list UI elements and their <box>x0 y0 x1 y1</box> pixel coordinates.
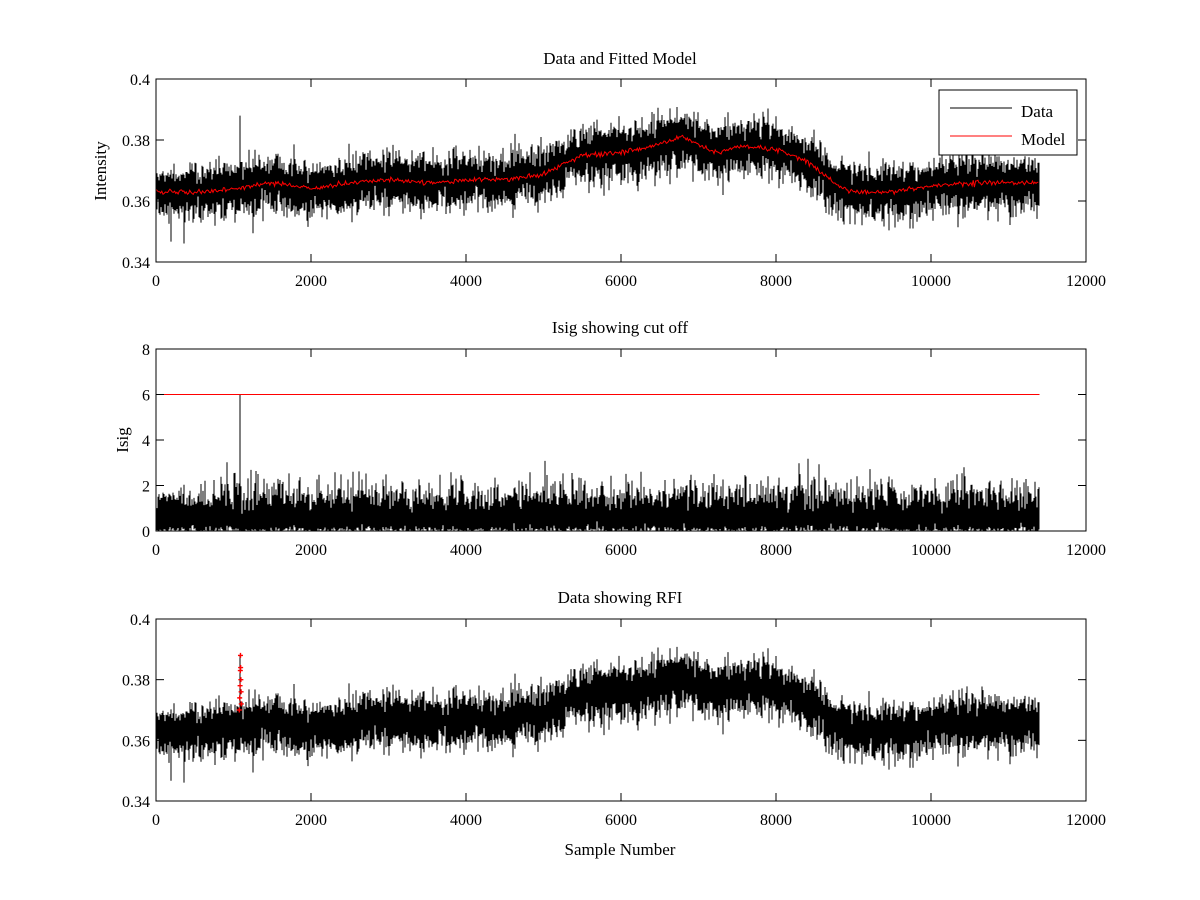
panel-isig: Isig showing cut off 0 2000 4000 6000 8000 10… <box>113 318 1106 559</box>
legend-data-label: Data <box>1021 102 1054 121</box>
xtick-label: 12000 <box>1066 273 1106 290</box>
panel2-plot <box>155 394 1040 532</box>
ytick-label: 0.34 <box>122 255 150 272</box>
xtick-label: 6000 <box>605 273 637 290</box>
rfi-marker <box>237 683 243 689</box>
xtick-label: 6000 <box>605 812 637 829</box>
xtick-label: 8000 <box>760 542 792 559</box>
xtick-label: 8000 <box>760 812 792 829</box>
panel2-ylabel: Isig <box>113 427 132 453</box>
ytick-label: 0.34 <box>122 794 150 811</box>
ytick-label: 0 <box>142 524 150 541</box>
ytick-label: 0.38 <box>122 673 150 690</box>
xtick-label: 4000 <box>450 273 482 290</box>
panel1-legend: Data Model <box>938 89 1078 156</box>
legend-box <box>938 89 1078 156</box>
panel3-xticks: 0 2000 4000 6000 8000 10000 12000 <box>152 619 1106 829</box>
xtick-label: 12000 <box>1066 542 1106 559</box>
panel1-title: Data and Fitted Model <box>543 49 697 68</box>
rfi-marker <box>238 689 244 695</box>
xtick-label: 10000 <box>911 273 951 290</box>
panel1-ylabel: Intensity <box>91 141 110 201</box>
ytick-label: 0.36 <box>122 733 150 750</box>
panel3-xlabel: Sample Number <box>565 840 676 859</box>
panel3-plot <box>155 646 1040 783</box>
panel2-xticks: 0 2000 4000 6000 8000 10000 12000 <box>152 349 1106 559</box>
xtick-label: 12000 <box>1066 812 1106 829</box>
panel3-yticks: 0.34 0.36 0.38 0.4 <box>122 612 1086 811</box>
xtick-label: 0 <box>152 812 160 829</box>
rfi-marker <box>238 677 244 683</box>
ytick-label: 0.4 <box>130 612 150 629</box>
rfi-marker <box>237 695 243 701</box>
panel-data-and-model: Data and Fitted Model 0 2000 4000 6000 8000 1… <box>91 49 1106 290</box>
ytick-label: 0.38 <box>122 133 150 150</box>
xtick-label: 10000 <box>911 812 951 829</box>
rfi-marker <box>238 665 244 671</box>
panel1-yticks: 0.34 0.36 0.38 0.4 <box>122 72 1086 272</box>
xtick-label: 2000 <box>295 273 327 290</box>
ytick-label: 2 <box>142 479 150 496</box>
xtick-label: 10000 <box>911 542 951 559</box>
xtick-label: 4000 <box>450 812 482 829</box>
panel-rfi: Data showing RFI 0 2000 4000 6000 8000 10000 1… <box>122 588 1106 859</box>
xtick-label: 8000 <box>760 273 792 290</box>
xtick-label: 0 <box>152 542 160 559</box>
ytick-label: 0.36 <box>122 194 150 211</box>
rfi-marker <box>237 652 243 658</box>
xtick-label: 4000 <box>450 542 482 559</box>
ytick-label: 0.4 <box>130 72 150 89</box>
ytick-label: 8 <box>142 342 150 359</box>
panel3-title: Data showing RFI <box>558 588 683 607</box>
panel2-yticks: 0 2 4 6 8 <box>142 342 1086 541</box>
xtick-label: 2000 <box>295 812 327 829</box>
rfi-marker <box>236 707 242 713</box>
xtick-label: 0 <box>152 273 160 290</box>
panel2-title: Isig showing cut off <box>552 318 688 337</box>
ytick-label: 6 <box>142 388 150 405</box>
ytick-label: 4 <box>142 433 150 450</box>
legend-model-label: Model <box>1021 130 1066 149</box>
xtick-label: 2000 <box>295 542 327 559</box>
panel1-xticks: 0 2000 4000 6000 8000 10000 12000 <box>152 79 1106 290</box>
series-model-line <box>155 134 1039 196</box>
xtick-label: 6000 <box>605 542 637 559</box>
rfi-marker <box>238 701 244 707</box>
